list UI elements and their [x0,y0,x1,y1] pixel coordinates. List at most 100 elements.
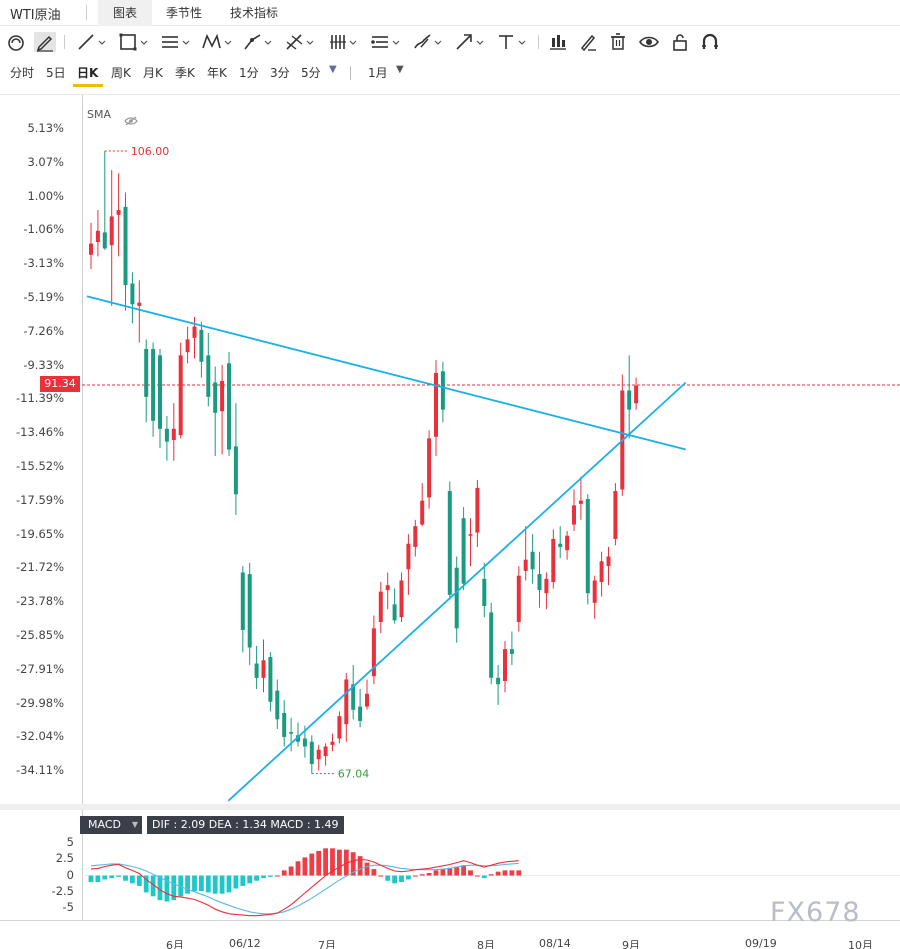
x-tick: 8月 [477,939,495,949]
y-tick: 5.13% [27,121,64,135]
candle-body [544,578,549,594]
pattern-icon[interactable] [200,32,234,52]
resistance-trendline [86,295,687,451]
magnet-icon[interactable] [6,32,26,52]
candle-body [537,574,542,591]
period-1min[interactable]: 1分 [239,66,259,80]
candle-body [302,738,307,747]
tab-technical-indicators[interactable]: 技术指标 [229,6,278,20]
y-tick: -15.52% [16,459,64,473]
macd-histogram-bar [495,871,501,876]
y-tick: -7.26% [23,323,64,338]
trash-icon[interactable] [608,32,628,52]
candle-body [406,543,411,570]
macd-indicator-selector[interactable]: MACD ▼ [80,816,142,834]
candle-body [254,663,259,678]
period-daily[interactable]: 日K [77,66,99,80]
candle-body [192,326,197,338]
gann-icon[interactable] [328,32,362,52]
x-tick: 09/19 [745,937,777,949]
hide-indicator-icon[interactable] [124,111,138,130]
sma-indicator-label[interactable]: SMA [87,108,111,121]
y-tick: -3.13% [23,256,64,271]
y-tick: -34.11% [16,763,64,778]
macd-histogram-bar [516,870,522,876]
macd-histogram-bar [426,872,432,876]
candle-body [247,574,252,648]
candle-body [392,604,397,621]
line-icon[interactable] [76,32,110,52]
lock-icon[interactable] [670,32,690,52]
candle-body [461,518,466,584]
candle-body [565,535,570,551]
macd-histogram-bar [454,866,460,876]
candle-body [434,372,438,437]
candle-body [109,216,114,246]
y-tick: -17.59% [16,492,64,507]
text-icon[interactable] [496,32,530,52]
tab-chart[interactable]: 图表 [98,0,152,26]
range-dropdown-icon[interactable]: ▼ [396,64,404,75]
y-tick: -1.06% [23,222,64,237]
fib-icon[interactable] [284,32,318,52]
candle-body [585,499,590,594]
range-selector[interactable]: 1月 [368,66,388,80]
macd-histogram-bar [433,870,439,876]
macd-histogram-bar [109,875,115,879]
x-tick: 10月 [848,939,873,949]
macd-histogram-bar [343,849,349,876]
period-5day[interactable]: 5日 [46,66,66,80]
chevron-down-icon: ▼ [131,820,138,829]
period-weekly[interactable]: 周K [111,66,131,80]
candle-body [634,385,639,404]
macd-histogram-bar [178,875,184,897]
period-5min[interactable]: 5分 [301,66,321,80]
macd-histogram-bar [378,875,384,877]
macd-histogram-bar [357,856,363,876]
macd-histogram-bar [509,870,515,876]
candle-body [613,491,618,539]
eye-icon[interactable] [638,32,660,52]
high-price-label: 106.00 [131,145,170,158]
channel-icon[interactable] [160,32,194,52]
macd-histogram-bar [323,848,328,876]
candle-body [447,491,452,595]
pane-separator [0,804,900,810]
macd-histogram-bar [302,857,308,876]
period-yearly[interactable]: 年K [207,66,227,80]
pencil-icon[interactable] [34,32,56,52]
more-periods-icon[interactable]: ▼ [329,64,337,75]
macd-histogram-bar [233,875,239,889]
candle-body [440,371,445,410]
candle-body [413,526,418,547]
period-3min[interactable]: 3分 [270,66,290,80]
measure-icon[interactable] [370,32,404,52]
bars-icon[interactable] [548,32,568,52]
candle-body [240,572,245,630]
period-intraday[interactable]: 分时 [10,66,35,80]
tab-seasonality[interactable]: 季节性 [165,6,202,20]
macd-histogram-bar [330,848,335,876]
macd-histogram-bar [316,850,322,876]
rectangle-icon[interactable] [118,32,152,52]
xabcd-icon[interactable] [242,32,276,52]
macd-histogram-bar [371,869,377,876]
brush-icon[interactable] [412,32,446,52]
macd-y-tick: 5 [66,835,74,850]
arrow-icon[interactable] [454,32,488,52]
macd-y-tick: -5 [62,899,74,914]
period-quarterly[interactable]: 季K [175,66,195,80]
toolbar-divider [64,35,65,49]
support-trendline [227,381,687,802]
magnet-u-icon[interactable] [700,32,720,52]
macd-histogram-bar [385,875,391,881]
edit-icon[interactable] [578,32,598,52]
macd-histogram-bar [399,875,404,883]
candle-body [282,712,287,737]
period-bar: 分时 5日 日K 周K 月K 季K 年K 1分 3分 5分 ▼ 1月 ▼ [0,58,900,88]
candle-body [606,556,611,567]
period-monthly[interactable]: 月K [143,66,163,80]
macd-histogram-bar [274,875,280,877]
candle-body [351,684,356,710]
